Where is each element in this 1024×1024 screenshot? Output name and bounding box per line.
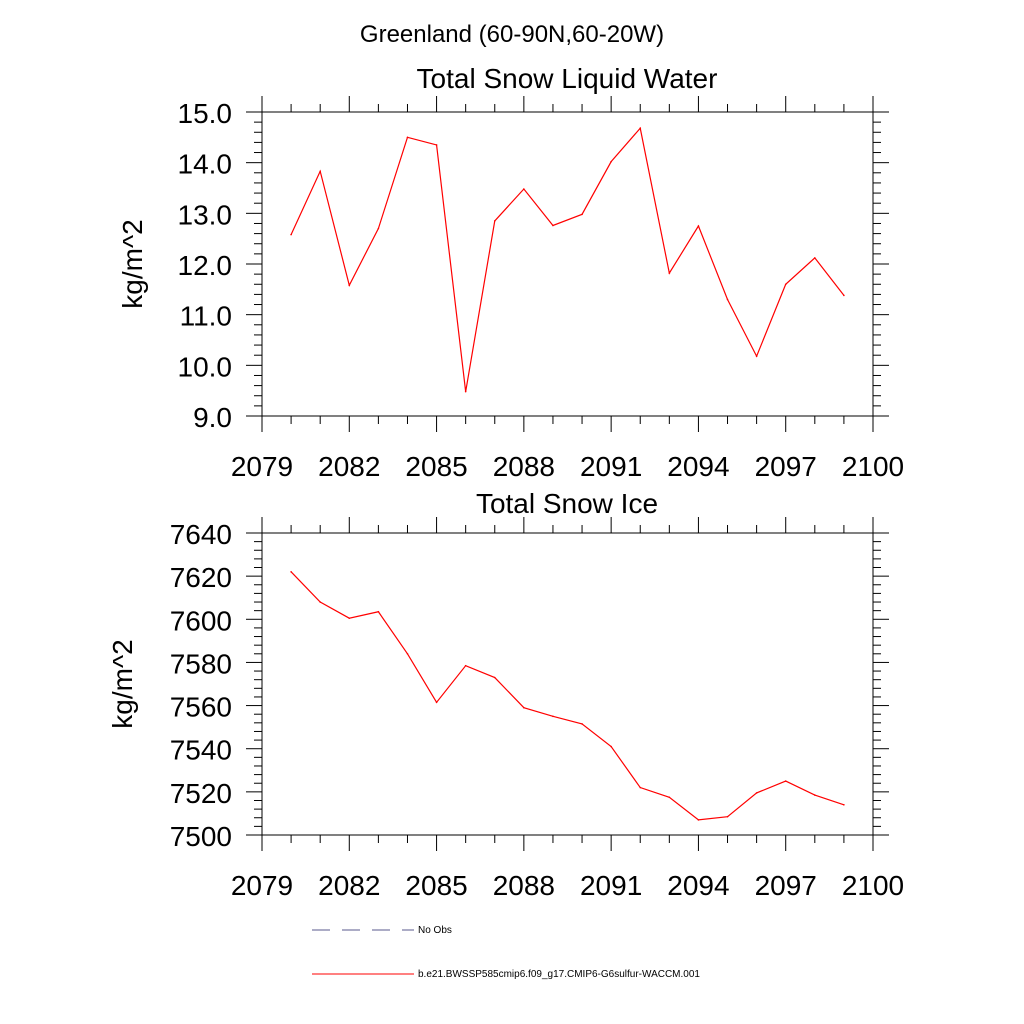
legend-label-no-obs: No Obs (418, 925, 452, 936)
x-tick-label: 2100 (842, 870, 904, 901)
plot-frame (261, 532, 874, 836)
data-point (290, 571, 292, 573)
data-point (319, 601, 321, 603)
y-tick-label: 7600 (170, 605, 232, 636)
x-tick-label: 2088 (493, 451, 555, 482)
panel-snow-liquid-water: Total Snow Liquid Water kg/m^2 2079 2082 2… (117, 63, 904, 482)
y-tick-label: 12.0 (178, 250, 233, 281)
x-tick-label: 2097 (755, 451, 817, 482)
data-point (668, 272, 671, 274)
y-tick-label: 7520 (170, 778, 232, 809)
data-point (377, 227, 380, 230)
y-tick-label: 7640 (170, 519, 232, 550)
data-point (552, 715, 554, 718)
data-point (493, 220, 496, 222)
y-tick-label: 7580 (170, 648, 232, 679)
data-point (435, 144, 438, 146)
y-axis-label: kg/m^2 (117, 219, 148, 308)
data-point (348, 284, 351, 287)
y-tick-label: 7620 (170, 562, 232, 593)
data-point (697, 225, 700, 227)
data-point (319, 170, 321, 173)
data-point (697, 819, 700, 821)
x-tick-label: 2085 (405, 870, 467, 901)
data-point (377, 610, 380, 613)
data-point (843, 294, 845, 297)
x-tick-label: 2085 (405, 451, 467, 482)
y-tick-label: 7540 (170, 735, 232, 766)
y-tick-label: 9.0 (193, 402, 232, 433)
data-point (406, 653, 409, 655)
panel-snow-ice: Total Snow Ice kg/m^2 2079 2082 2085 2088 20… (107, 488, 904, 901)
data-point (523, 706, 525, 709)
y-axis-label: kg/m^2 (107, 639, 138, 728)
data-point (726, 298, 729, 301)
y-tick-label: 15.0 (178, 98, 233, 129)
data-point (552, 224, 554, 227)
data-point (814, 794, 816, 796)
series-line (290, 126, 845, 392)
data-point (726, 815, 729, 818)
data-point (523, 188, 525, 190)
y-tick-label: 7500 (170, 821, 232, 852)
y-tick-label: 7560 (170, 692, 232, 723)
series-line (290, 571, 845, 821)
x-tick-label: 2091 (580, 451, 642, 482)
x-tick-label: 2094 (667, 451, 729, 482)
data-point (610, 160, 612, 163)
data-point (755, 355, 758, 358)
data-point (784, 283, 787, 286)
data-point (639, 786, 642, 789)
data-point (435, 701, 438, 704)
data-point (406, 136, 409, 139)
data-point (493, 676, 496, 679)
data-point (755, 792, 758, 794)
data-point (639, 127, 642, 130)
legend: No Obs b.e21.BWSSP585cmip6.f09_g17.CMIP6… (312, 925, 700, 980)
y-tick-label: 14.0 (178, 149, 233, 180)
x-tick-label: 2094 (667, 870, 729, 901)
chart-title: Total Snow Ice (476, 488, 658, 519)
x-tick-label: 2079 (231, 451, 293, 482)
y-tick-label: 13.0 (178, 199, 233, 230)
x-tick-label: 2097 (755, 870, 817, 901)
y-tick-label: 11.0 (180, 301, 232, 332)
data-point (814, 257, 816, 259)
x-tick-label: 2088 (493, 870, 555, 901)
chart-title: Total Snow Liquid Water (417, 63, 718, 94)
x-tick-label: 2082 (318, 870, 380, 901)
x-tick-label: 2082 (318, 451, 380, 482)
legend-label-model: b.e21.BWSSP585cmip6.f09_g17.CMIP6-G6sulf… (418, 969, 700, 980)
plot-frame (261, 111, 874, 417)
data-point (784, 780, 787, 782)
x-tick-label: 2079 (231, 870, 293, 901)
data-point (348, 617, 351, 620)
data-point (581, 723, 583, 725)
figure-suptitle: Greenland (60-90N,60-20W) (360, 21, 664, 48)
data-point (668, 796, 671, 799)
y-tick-label: 10.0 (178, 351, 233, 382)
data-point (464, 390, 467, 393)
data-point (581, 213, 583, 216)
x-tick-label: 2091 (580, 870, 642, 901)
data-point (464, 664, 467, 667)
x-tick-label: 2100 (842, 451, 904, 482)
data-point (290, 233, 292, 236)
data-point (610, 745, 612, 748)
data-point (843, 804, 845, 806)
